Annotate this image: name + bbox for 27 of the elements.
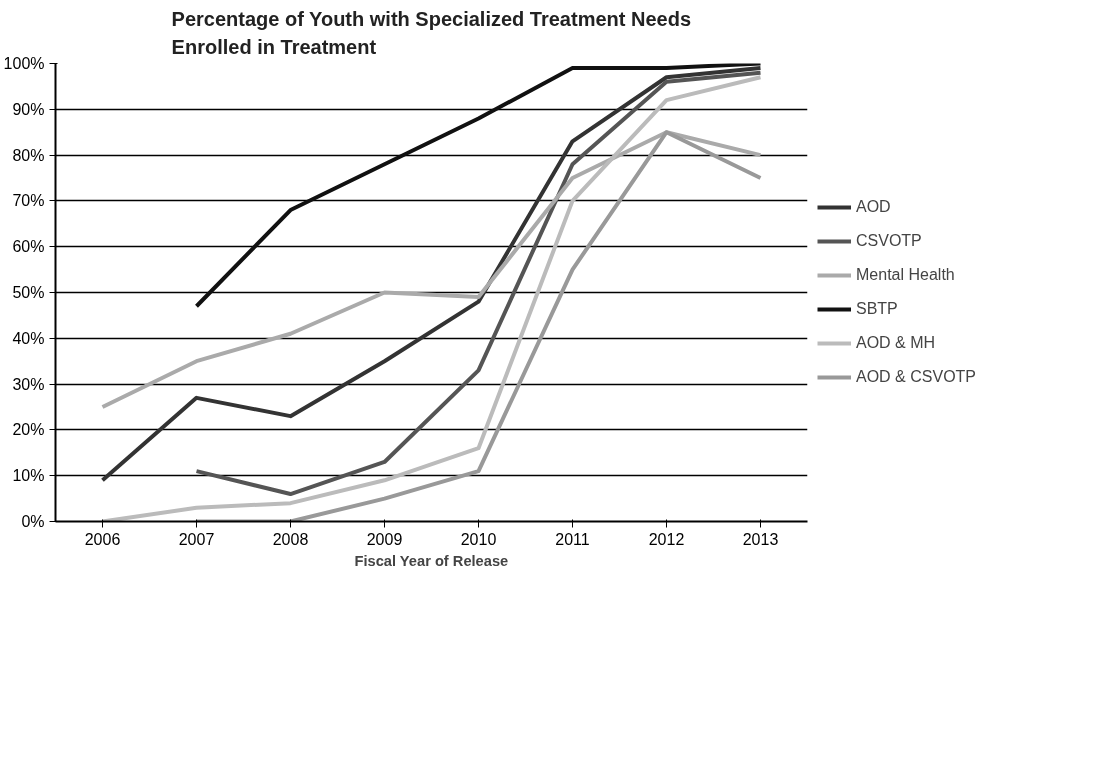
x-tick-label: 2011: [555, 530, 590, 548]
x-tick-label: 2012: [648, 530, 685, 548]
y-tick-label: 40%: [12, 329, 45, 347]
y-tick-label: 10%: [12, 467, 45, 485]
legend-label: CSVOTP: [856, 232, 922, 250]
x-tick-label: 2009: [366, 530, 403, 548]
y-tick-label: 50%: [12, 284, 45, 301]
legend-label: AOD & MH: [856, 334, 936, 352]
y-tick-label: 80%: [12, 146, 45, 164]
y-tick-label: 30%: [12, 375, 45, 393]
y-tick-label: 0%: [21, 513, 45, 530]
x-axis-title: Fiscal Year of Release: [354, 552, 509, 569]
x-tick-label: 2007: [178, 530, 215, 548]
chart-title: Percentage of Youth with Specialized Treatment Needs Enrolled in Treatment: [171, 7, 692, 59]
x-tick-label: 2008: [272, 530, 309, 548]
legend-label: AOD & CSVOTP: [856, 368, 977, 386]
legend-label: AOD: [856, 198, 891, 216]
x-tick-label: 2010: [460, 530, 497, 548]
x-tick-label: 2013: [742, 530, 779, 548]
y-tick-label: 20%: [12, 421, 45, 439]
legend-label: Mental Health: [856, 266, 955, 284]
y-tick-label: 70%: [12, 192, 45, 210]
y-tick-label: 100%: [3, 55, 45, 72]
y-tick-label: 60%: [12, 238, 45, 256]
legend-label: SBTP: [856, 300, 898, 318]
x-tick-label: 2006: [84, 530, 121, 548]
y-tick-label: 90%: [12, 100, 45, 118]
